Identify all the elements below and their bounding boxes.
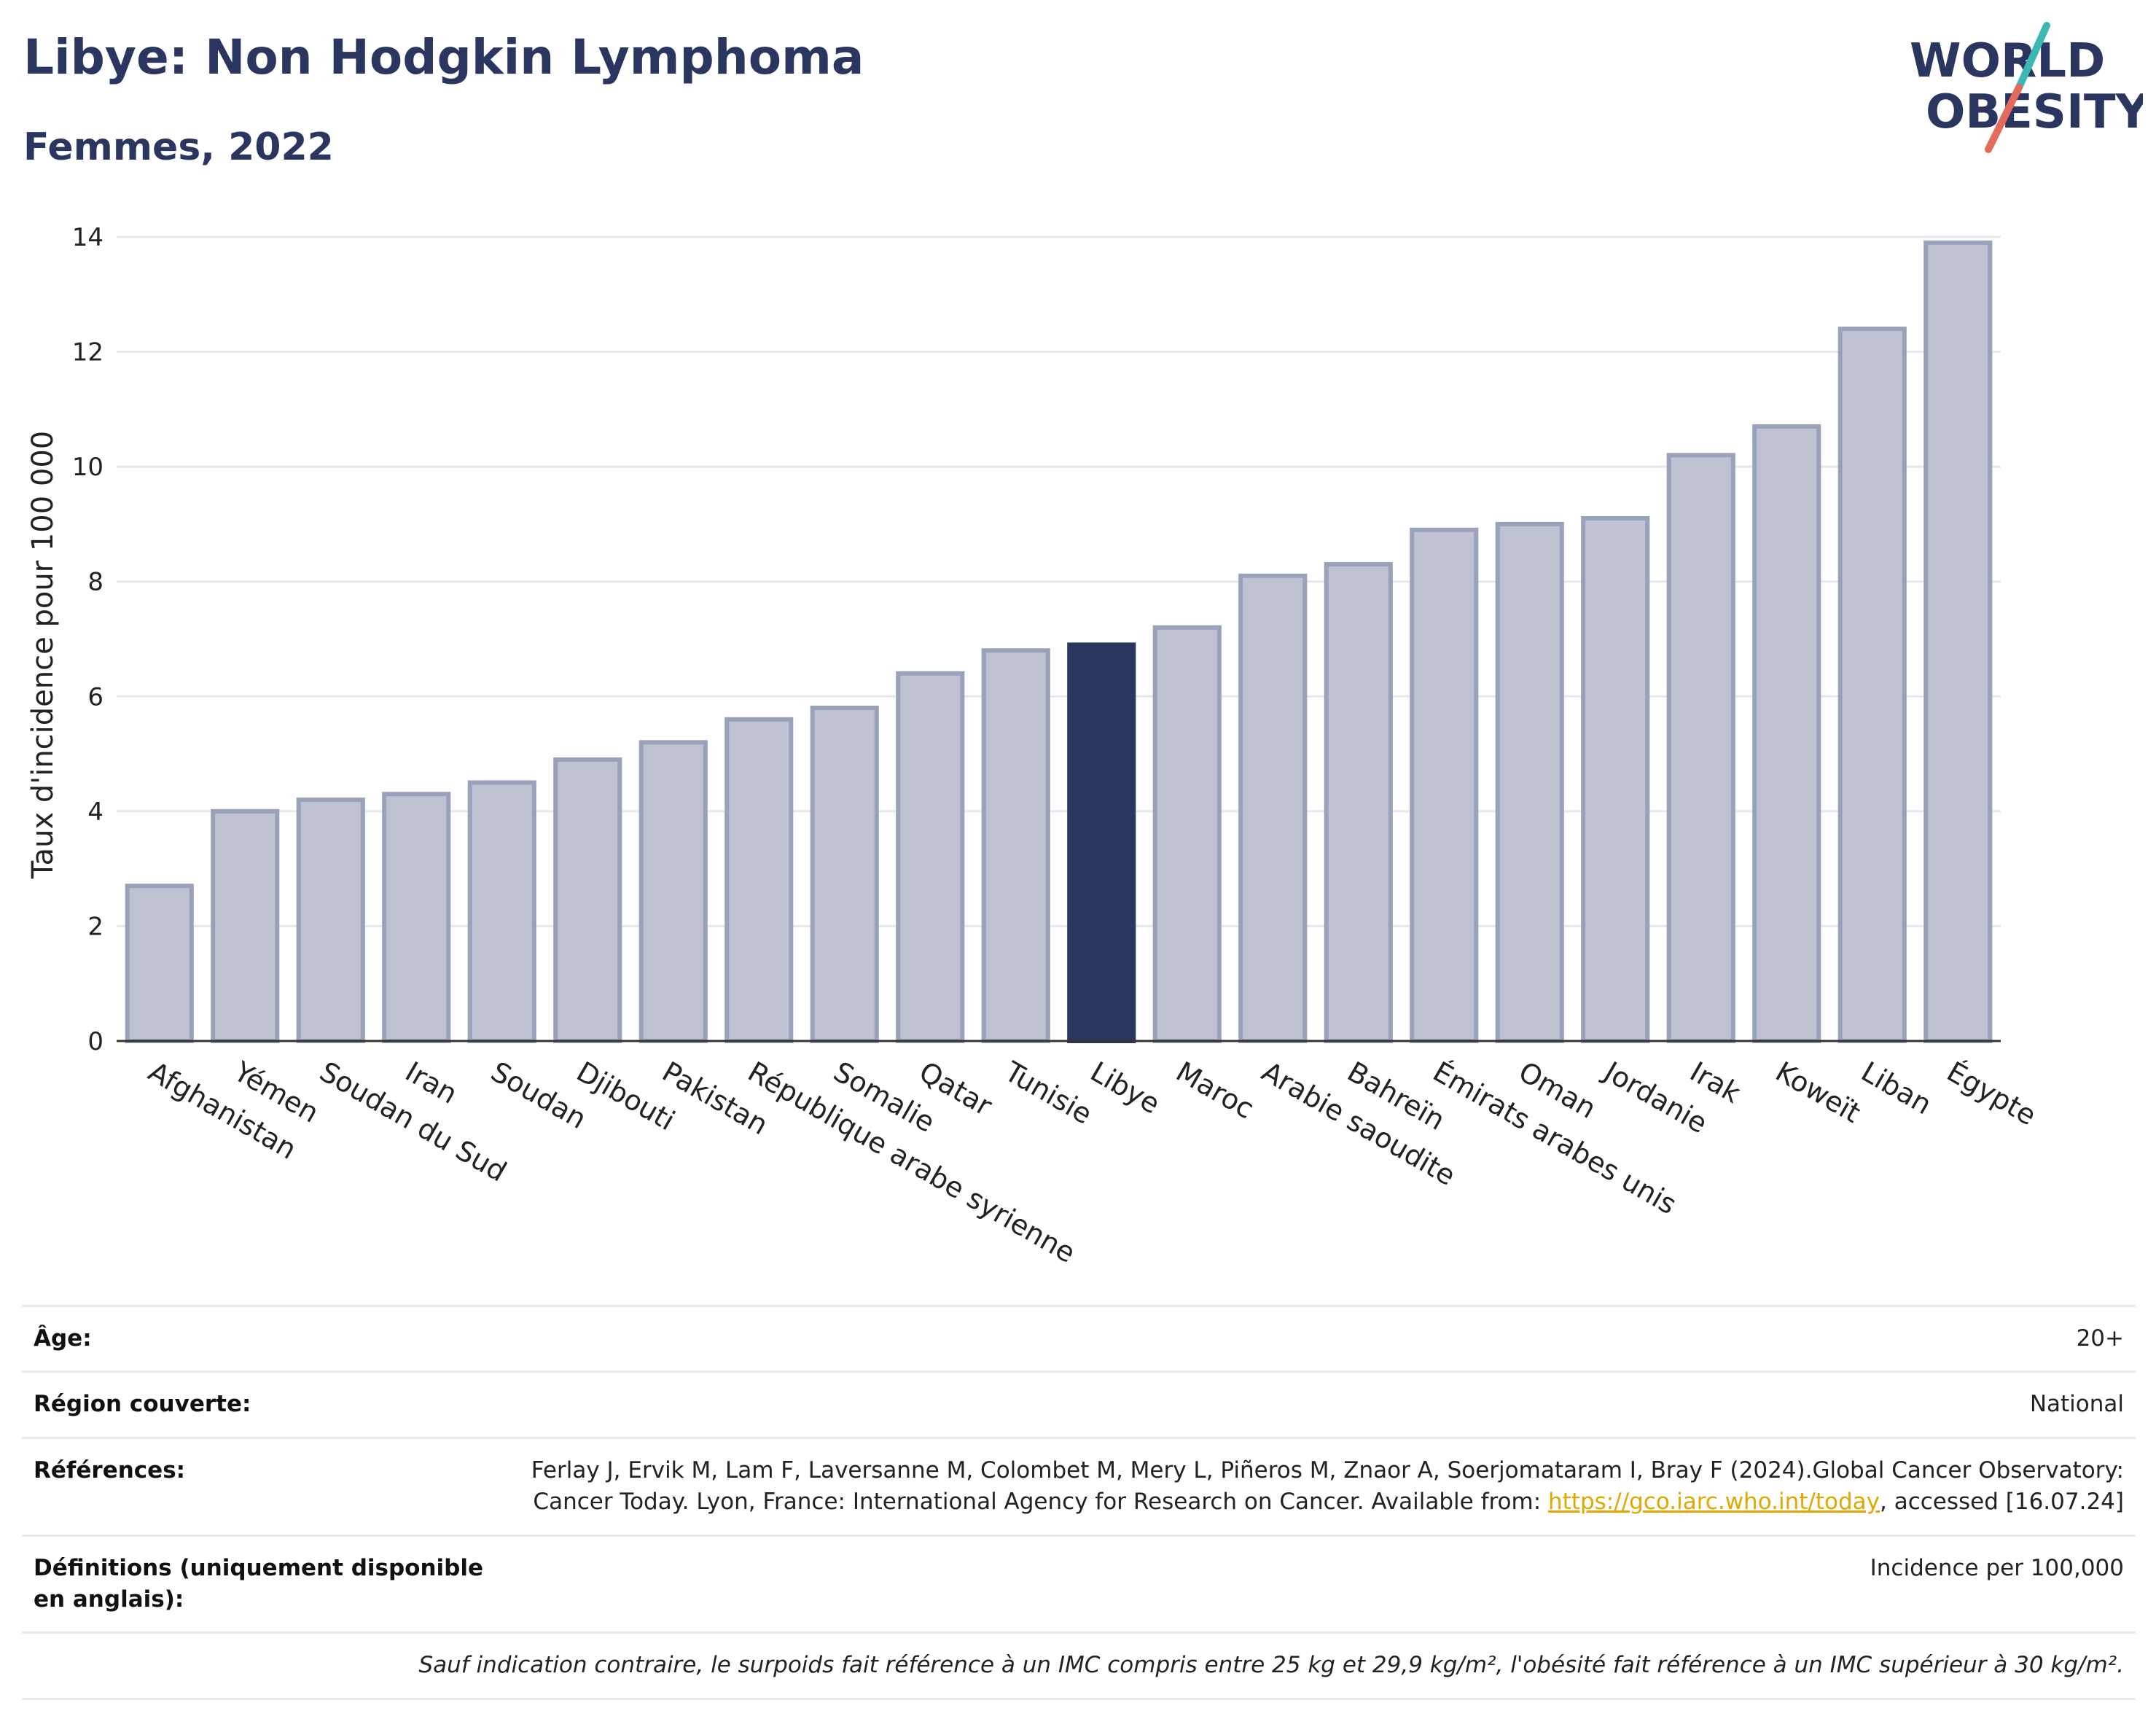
info-table: Âge: 20+ Région couverte: National Référ…	[22, 1304, 2136, 1700]
footnote: Sauf indication contraire, le surpoids f…	[22, 1631, 2136, 1700]
y-tick-label: 8	[87, 568, 103, 597]
x-tick-label: Égypte	[1942, 1056, 2042, 1132]
info-row-age: Âge: 20+	[22, 1304, 2136, 1373]
y-tick-label: 6	[87, 682, 103, 711]
x-tick-label: Koweït	[1770, 1056, 1866, 1129]
definitions-value: Incidence per 100,000	[512, 1534, 2136, 1634]
world-obesity-logo: WORLD OBESITY	[1910, 22, 2143, 153]
info-row-note: Sauf indication contraire, le surpoids f…	[22, 1631, 2136, 1700]
bar-bahre-n[interactable]	[1324, 562, 1393, 1043]
bar-tunisie[interactable]	[981, 648, 1050, 1043]
region-label: Région couverte:	[22, 1371, 512, 1439]
info-row-definitions: Définitions (uniquement disponible en an…	[22, 1534, 2136, 1634]
x-tick-label: Liban	[1856, 1056, 1937, 1121]
bar-soudan[interactable]	[467, 780, 536, 1043]
bar-afghanistan[interactable]	[125, 884, 194, 1043]
y-tick-label: 0	[87, 1027, 103, 1056]
y-axis-label: Taux d'incidence pour 100 000	[26, 431, 60, 879]
y-tick-label: 10	[72, 453, 103, 482]
chart-title: Libye: Non Hodgkin Lymphoma	[23, 29, 864, 85]
logo-line-1: WORLD	[1910, 34, 2105, 88]
bar-libye[interactable]	[1067, 642, 1136, 1043]
bar--gypte[interactable]	[1923, 240, 1993, 1044]
chart-subtitle: Femmes, 2022	[23, 125, 334, 169]
references-text: Ferlay J, Ervik M, Lam F, Laversanne M, …	[531, 1457, 2124, 1516]
y-tick-label: 12	[72, 338, 103, 367]
bar-iran[interactable]	[382, 792, 451, 1043]
bar-kowe-t[interactable]	[1752, 424, 1821, 1043]
age-value: 20+	[512, 1304, 2136, 1373]
bar-jordanie[interactable]	[1581, 516, 1650, 1043]
x-tick-label: Soudan	[485, 1056, 592, 1136]
bar-arabie-saoudite[interactable]	[1238, 573, 1308, 1043]
bar-soudan-du-sud[interactable]	[296, 798, 365, 1043]
age-label: Âge:	[22, 1304, 512, 1373]
x-tick-label: Djibouti	[571, 1056, 681, 1137]
y-tick-label: 2	[87, 912, 103, 941]
bar-somalie[interactable]	[810, 706, 879, 1043]
y-tick-labels: 0 2 4 6 8 10 12 14	[72, 223, 103, 1056]
bar-liban[interactable]	[1837, 327, 1907, 1043]
bar-maroc[interactable]	[1152, 625, 1222, 1043]
bar-y-men[interactable]	[211, 808, 280, 1044]
bar-pakistan[interactable]	[638, 740, 708, 1043]
bar-oman[interactable]	[1495, 521, 1564, 1043]
references-accessed: , accessed [16.07.24]	[1879, 1489, 2124, 1516]
bar--mirats-arabes-unis[interactable]	[1410, 527, 1479, 1043]
definitions-label: Définitions (uniquement disponible en an…	[22, 1534, 512, 1634]
bar-djibouti[interactable]	[553, 757, 622, 1043]
logo-line-2: OBESITY	[1926, 85, 2143, 139]
x-tick-label: Tunisie	[999, 1055, 1097, 1131]
y-tick-label: 4	[87, 798, 103, 827]
bar-irak[interactable]	[1666, 453, 1735, 1043]
region-value: National	[512, 1371, 2136, 1439]
x-tick-label: Maroc	[1171, 1056, 1259, 1126]
bar-r-publique-arabe-syrienne[interactable]	[724, 717, 794, 1043]
logo-slash-teal	[2015, 22, 2050, 91]
x-tick-label: Libye	[1085, 1056, 1165, 1120]
info-row-region: Région couverte: National	[22, 1371, 2136, 1439]
bar-qatar[interactable]	[896, 671, 965, 1043]
logo-slash-coral	[1985, 84, 2023, 153]
references-label: Références:	[22, 1436, 512, 1537]
bars	[125, 240, 1993, 1044]
info-row-references: Références: Ferlay J, Ervik M, Lam F, La…	[22, 1436, 2136, 1537]
references-value: Ferlay J, Ervik M, Lam F, Laversanne M, …	[512, 1436, 2136, 1537]
y-tick-label: 14	[72, 223, 103, 252]
references-link[interactable]: https://gco.iarc.who.int/today	[1548, 1489, 1880, 1516]
